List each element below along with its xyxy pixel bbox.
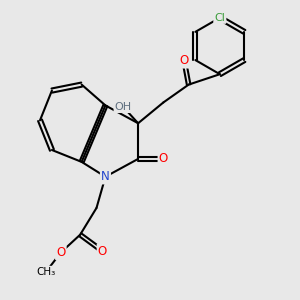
Text: O: O bbox=[180, 54, 189, 67]
Text: OH: OH bbox=[115, 102, 132, 112]
Text: CH₃: CH₃ bbox=[36, 267, 56, 277]
Text: N: N bbox=[101, 170, 110, 183]
Text: O: O bbox=[56, 246, 65, 259]
Text: O: O bbox=[159, 152, 168, 165]
Text: Cl: Cl bbox=[214, 13, 225, 23]
Text: O: O bbox=[98, 244, 107, 258]
